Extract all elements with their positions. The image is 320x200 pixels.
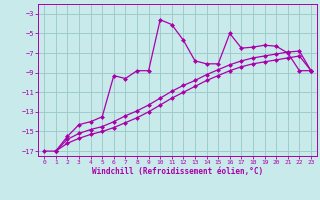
X-axis label: Windchill (Refroidissement éolien,°C): Windchill (Refroidissement éolien,°C) [92, 167, 263, 176]
